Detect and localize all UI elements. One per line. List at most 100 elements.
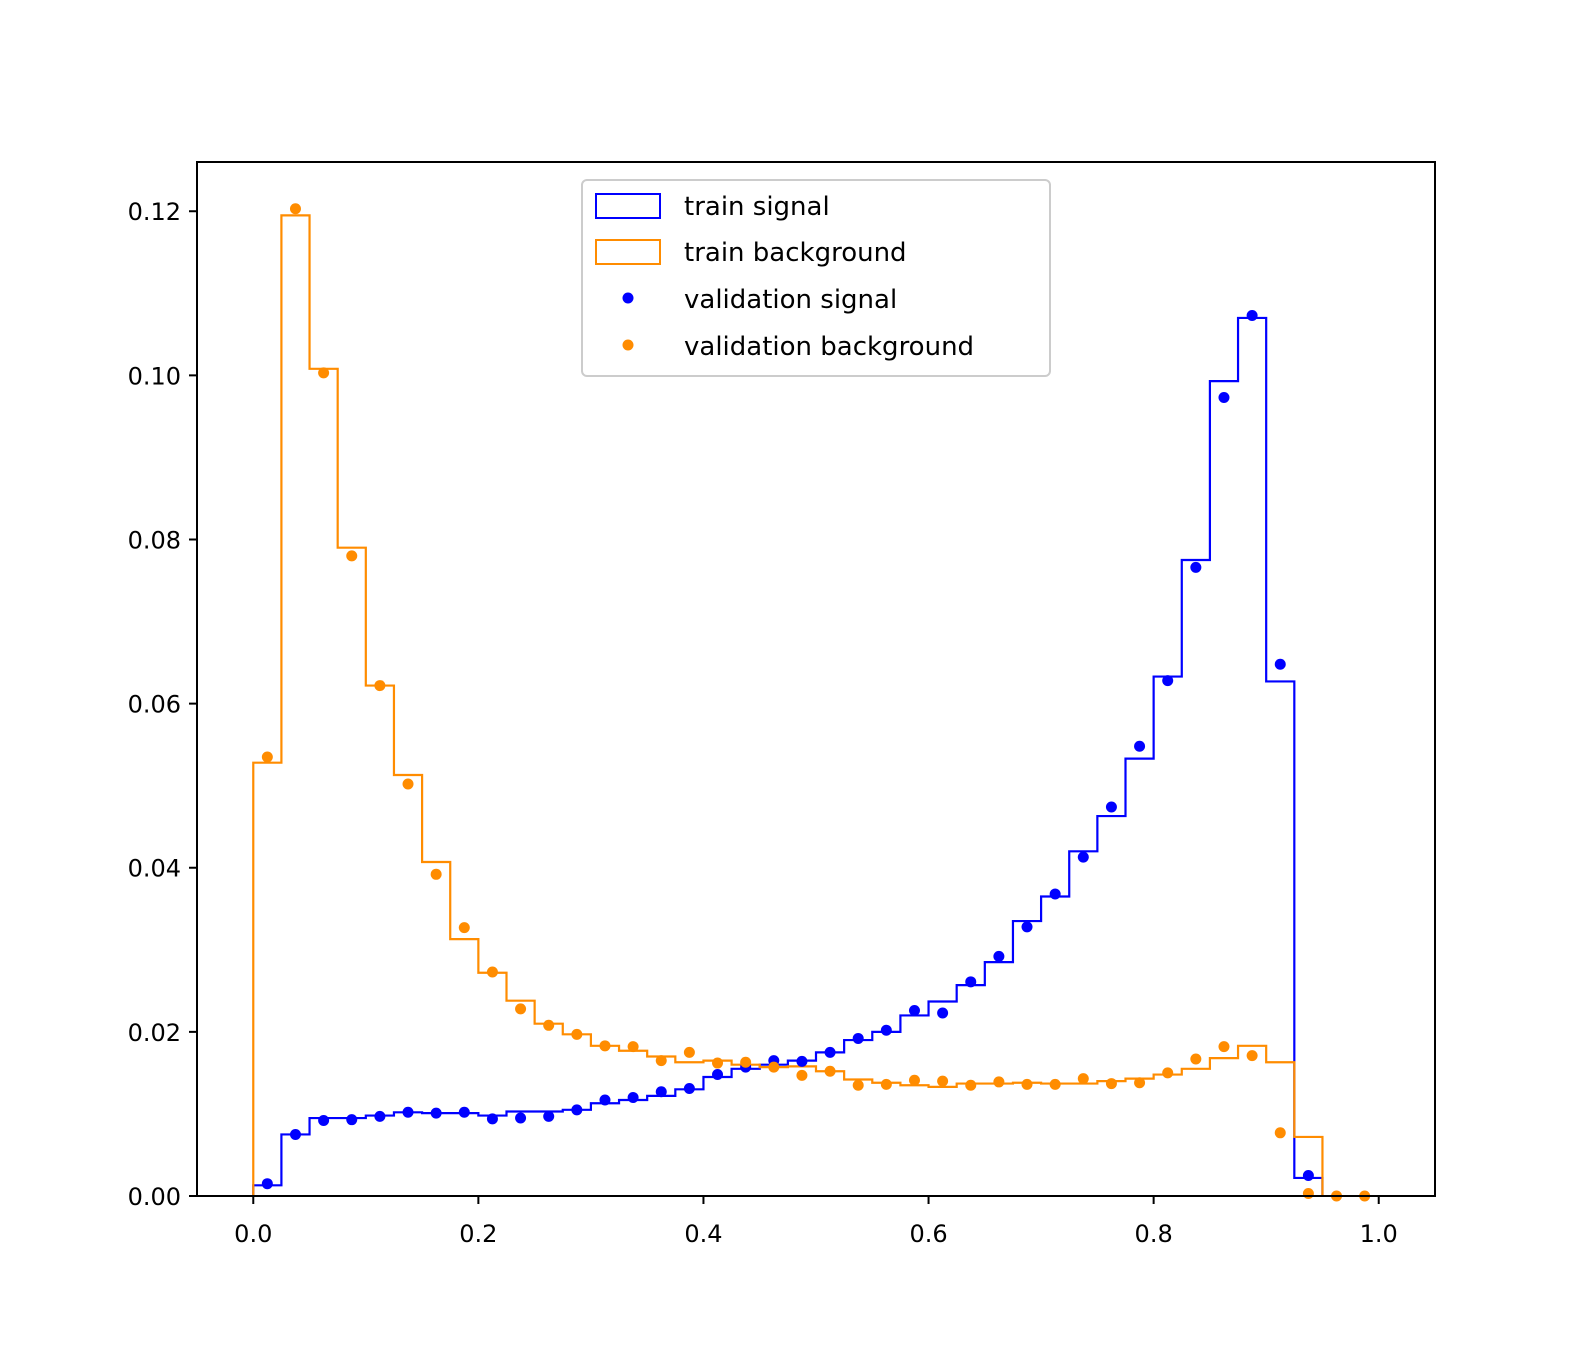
x-tick-label-3: 0.6	[909, 1220, 947, 1248]
point-series-3-2	[318, 367, 330, 379]
point-series-3-24	[937, 1075, 949, 1087]
axis-layer: 0.0 0.2 0.4 0.6 0.8 1.0 0.00 0.02 0.04 0.06 0.08 0.…	[128, 198, 1398, 1248]
point-series-3-8	[486, 966, 498, 978]
point-series-2-29	[1077, 851, 1089, 863]
point-series-3-35	[1246, 1050, 1258, 1062]
point-series-3-36	[1274, 1127, 1286, 1139]
y-tick-label-0: 0.00	[128, 1183, 181, 1211]
legend-box	[581, 179, 1051, 377]
y-tick-label-5: 0.10	[128, 362, 181, 390]
legend-label-validation-background: validation background	[684, 332, 974, 362]
legend-marker-validation-background	[622, 339, 634, 351]
point-series-3-33	[1190, 1053, 1202, 1065]
point-series-3-6	[430, 868, 442, 880]
point-series-3-1	[289, 203, 301, 215]
point-series-3-32	[1162, 1067, 1174, 1079]
point-series-2-2	[318, 1115, 330, 1127]
point-series-3-20	[824, 1065, 836, 1077]
point-series-3-3	[346, 550, 358, 562]
point-series-2-20	[824, 1046, 836, 1058]
y-tick-label-6: 0.12	[128, 198, 181, 226]
point-series-2-21	[852, 1032, 864, 1044]
point-series-3-22	[880, 1078, 892, 1090]
point-series-3-17	[740, 1056, 752, 1068]
y-tick-label-3: 0.06	[128, 691, 181, 719]
point-series-2-16	[712, 1069, 724, 1081]
point-series-2-15	[683, 1082, 695, 1094]
plot-frame	[196, 161, 1436, 1197]
point-series-3-11	[571, 1028, 583, 1040]
legend-label-train-background: train background	[684, 238, 907, 268]
point-series-3-16	[712, 1057, 724, 1069]
point-series-3-37	[1302, 1188, 1314, 1200]
point-series-2-22	[880, 1024, 892, 1036]
point-series-3-5	[402, 778, 414, 790]
legend-label-validation-signal: validation signal	[684, 285, 897, 315]
legend-label-train-signal: train signal	[684, 192, 830, 222]
point-series-3-7	[458, 922, 470, 934]
point-series-2-33	[1190, 561, 1202, 573]
point-series-3-15	[683, 1046, 695, 1058]
x-tick-label-1: 0.2	[459, 1220, 497, 1248]
point-series-2-9	[515, 1112, 527, 1124]
point-series-2-14	[655, 1086, 667, 1098]
point-series-2-10	[543, 1110, 555, 1122]
point-series-3-12	[599, 1040, 611, 1052]
point-series-3-9	[515, 1003, 527, 1015]
legend-marker-validation-signal	[622, 292, 634, 304]
point-series-2-12	[599, 1094, 611, 1106]
point-series-3-28	[1049, 1078, 1061, 1090]
point-series-2-26	[993, 950, 1005, 962]
x-tick-label-0: 0.0	[234, 1220, 272, 1248]
point-series-2-4	[374, 1110, 386, 1122]
legend: train signal train background validation…	[581, 179, 1051, 377]
series-layer	[252, 203, 1371, 1202]
point-series-2-1	[289, 1128, 301, 1140]
point-series-2-25	[965, 976, 977, 988]
point-series-3-34	[1218, 1041, 1230, 1053]
point-series-3-14	[655, 1055, 667, 1067]
point-series-2-32	[1162, 675, 1174, 687]
point-series-2-11	[571, 1104, 583, 1116]
point-series-2-30	[1105, 801, 1117, 813]
point-series-2-24	[937, 1007, 949, 1019]
point-series-3-4	[374, 680, 386, 692]
point-series-2-37	[1302, 1169, 1314, 1181]
point-series-2-19	[796, 1055, 808, 1067]
point-series-3-18	[768, 1061, 780, 1073]
x-tick-label-4: 0.8	[1135, 1220, 1173, 1248]
point-series-3-29	[1077, 1073, 1089, 1085]
point-series-2-13	[627, 1092, 639, 1104]
y-tick-label-4: 0.08	[128, 526, 181, 554]
point-series-3-0	[261, 751, 273, 763]
x-tick-label-2: 0.4	[684, 1220, 722, 1248]
point-series-2-5	[402, 1106, 414, 1118]
legend-swatch-train-signal	[595, 193, 661, 219]
point-series-3-26	[993, 1076, 1005, 1088]
point-series-3-23	[908, 1074, 920, 1086]
point-series-2-6	[430, 1107, 442, 1119]
point-series-3-13	[627, 1041, 639, 1053]
point-series-3-25	[965, 1079, 977, 1091]
point-series-2-3	[346, 1114, 358, 1126]
point-series-2-27	[1021, 921, 1033, 933]
point-series-2-35	[1246, 309, 1258, 321]
x-tick-label-5: 1.0	[1360, 1220, 1398, 1248]
point-series-3-27	[1021, 1078, 1033, 1090]
point-series-2-8	[486, 1113, 498, 1125]
point-series-2-0	[261, 1178, 273, 1190]
point-series-2-36	[1274, 658, 1286, 670]
point-series-2-34	[1218, 392, 1230, 404]
point-series-3-31	[1134, 1077, 1146, 1089]
point-series-3-19	[796, 1069, 808, 1081]
point-series-2-7	[458, 1106, 470, 1118]
point-series-2-28	[1049, 888, 1061, 900]
point-series-3-21	[852, 1079, 864, 1091]
legend-swatch-train-background	[595, 239, 661, 265]
point-series-3-10	[543, 1019, 555, 1031]
point-series-2-23	[908, 1005, 920, 1017]
y-tick-label-2: 0.04	[128, 855, 181, 883]
y-tick-label-1: 0.02	[128, 1019, 181, 1047]
point-series-3-30	[1105, 1078, 1117, 1090]
